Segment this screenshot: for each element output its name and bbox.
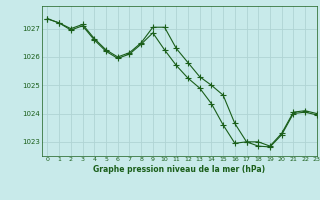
X-axis label: Graphe pression niveau de la mer (hPa): Graphe pression niveau de la mer (hPa) [93, 165, 265, 174]
